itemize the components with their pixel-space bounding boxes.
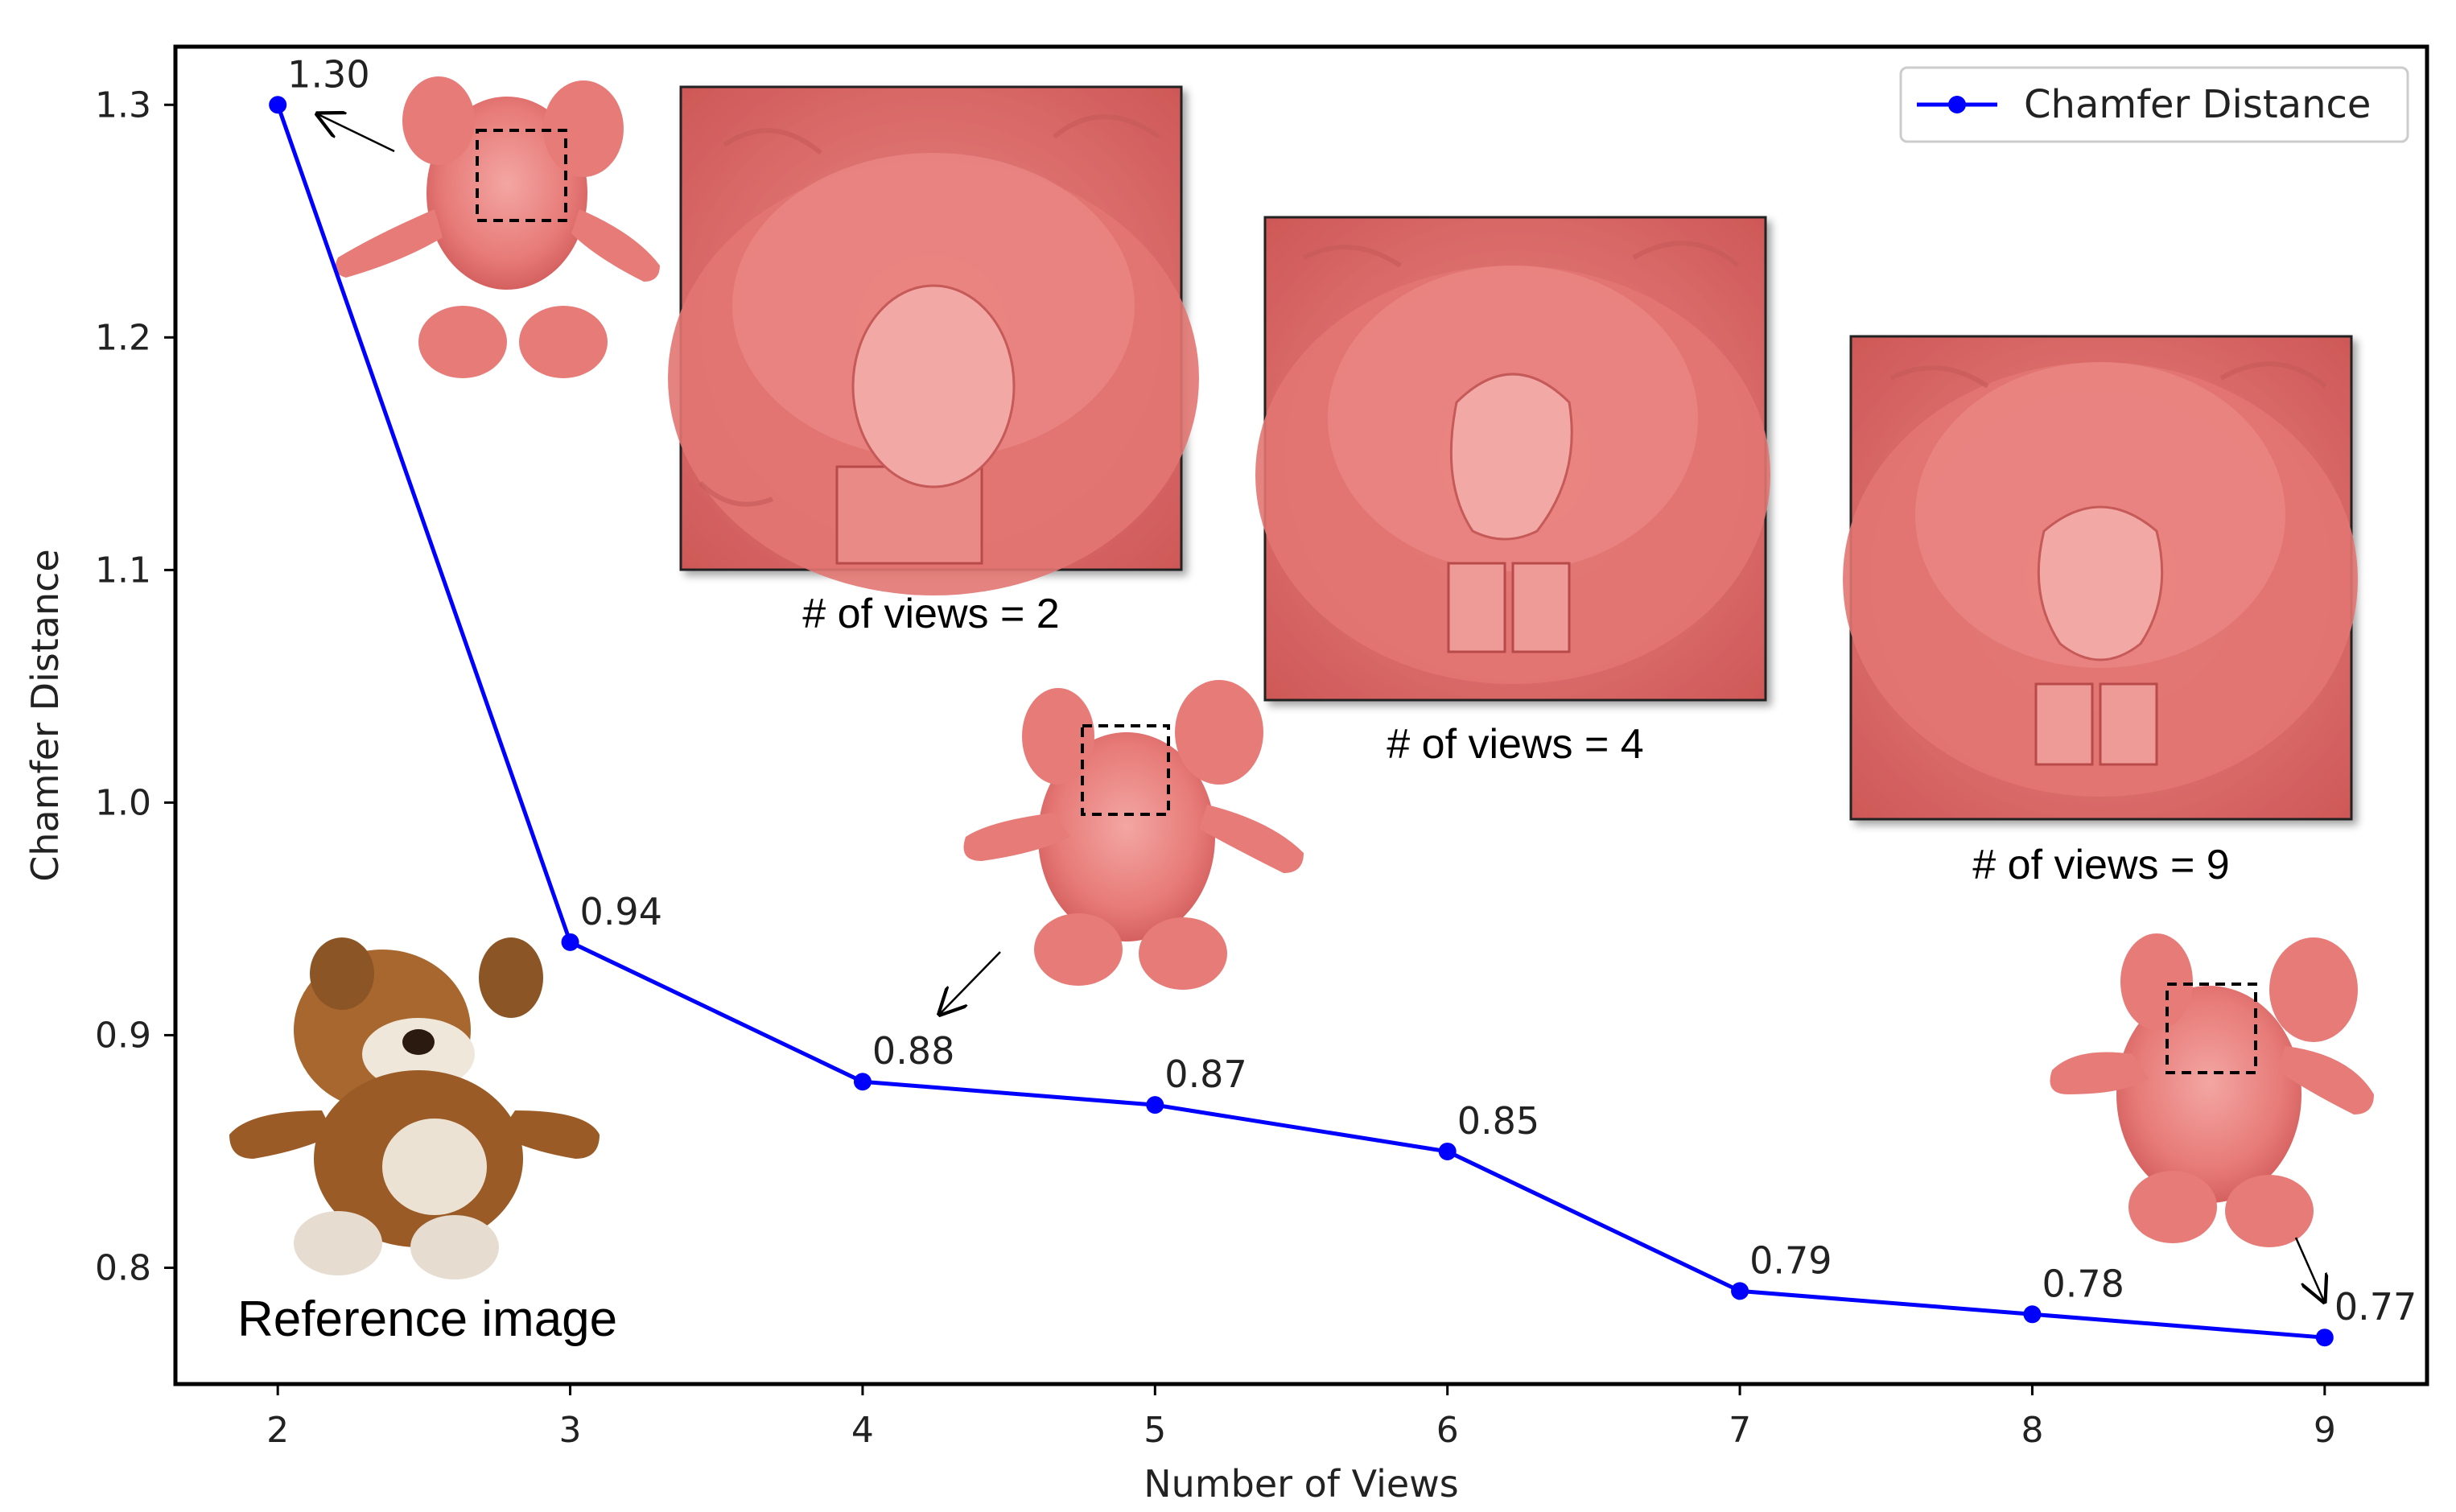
series-chamfer-distance: 1.30 0.94 0.88 0.87 0.85 0.79 0.78 0.77 — [269, 52, 2417, 1347]
data-label: 0.79 — [1749, 1238, 1832, 1282]
plot-frame — [173, 44, 2429, 1386]
data-label: 0.77 — [2334, 1285, 2417, 1329]
y-tick-label: 0.8 — [95, 1247, 151, 1288]
inset-views-4 — [1255, 216, 1770, 702]
x-tick-label: 9 — [2314, 1410, 2336, 1451]
y-tick-label: 1.2 — [95, 317, 151, 358]
inset-caption-9: # of views = 9 — [1972, 842, 2229, 888]
x-tick-label: 2 — [266, 1410, 289, 1451]
series-line — [275, 104, 2326, 1340]
data-point — [561, 933, 579, 951]
reference-image — [229, 937, 600, 1279]
x-axis-label: Number of Views — [1144, 1462, 1459, 1506]
inset-caption-4: # of views = 4 — [1387, 721, 1643, 768]
y-tick-label: 0.9 — [95, 1015, 151, 1056]
x-tick-label: 7 — [1729, 1410, 1751, 1451]
x-tick-label: 5 — [1144, 1410, 1166, 1451]
y-axis-label: Chamfer Distance — [23, 549, 67, 881]
data-point — [853, 1073, 872, 1091]
data-label: 0.88 — [872, 1029, 954, 1073]
render-thumbnail-2-views — [335, 76, 660, 378]
data-point — [2315, 1329, 2334, 1347]
render-thumbnail-4-views — [963, 680, 1304, 990]
x-tick-label: 3 — [559, 1410, 582, 1451]
y-tick-label: 1.1 — [95, 550, 151, 591]
data-label: 1.30 — [287, 52, 369, 96]
x-axis: 2 3 4 5 6 7 8 9 — [266, 1384, 2336, 1451]
x-tick-label: 8 — [2021, 1410, 2043, 1451]
legend: Chamfer Distance — [1899, 66, 2409, 143]
reference-caption: Reference image — [237, 1292, 617, 1347]
inset-views-9 — [1843, 335, 2358, 821]
data-label: 0.78 — [2042, 1262, 2124, 1305]
pointer-arrow-2 — [318, 114, 395, 153]
data-label: 0.85 — [1457, 1099, 1539, 1143]
data-label: 0.87 — [1164, 1053, 1247, 1096]
render-thumbnail-9-views — [2050, 933, 2374, 1247]
data-point — [1731, 1282, 1749, 1300]
pointer-arrow-9 — [2294, 1237, 2324, 1301]
x-tick-label: 4 — [851, 1410, 874, 1451]
data-point — [269, 96, 287, 114]
data-label: 0.94 — [580, 890, 662, 933]
data-point — [1146, 1096, 1164, 1114]
y-tick-label: 1.0 — [95, 782, 151, 823]
y-axis: 0.8 0.9 1.0 1.1 1.2 1.3 — [95, 84, 175, 1288]
y-tick-label: 1.3 — [95, 84, 151, 126]
legend-entry: Chamfer Distance — [2024, 82, 2371, 127]
inset-caption-2: # of views = 2 — [802, 591, 1059, 637]
data-point — [2023, 1305, 2042, 1324]
inset-views-2 — [668, 85, 1199, 595]
x-tick-label: 6 — [1436, 1410, 1459, 1451]
pointer-arrow-4 — [940, 951, 1001, 1014]
data-point — [1438, 1142, 1457, 1160]
